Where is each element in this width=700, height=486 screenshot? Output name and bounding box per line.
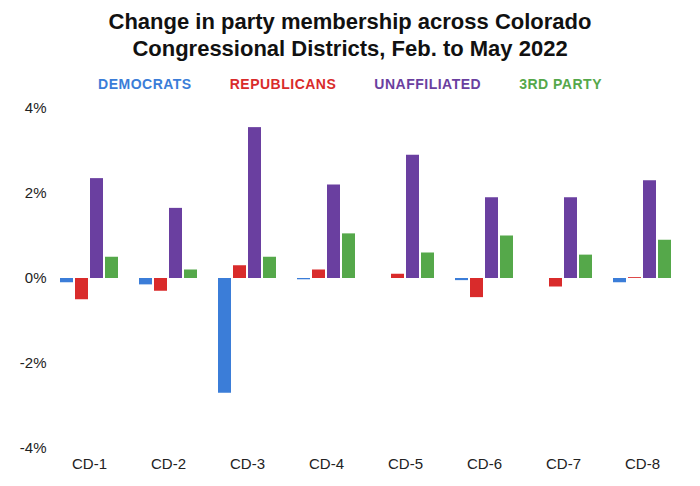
svg-text:CD-3: CD-3 (230, 455, 265, 472)
svg-text:2%: 2% (25, 184, 47, 201)
svg-text:CD-5: CD-5 (388, 455, 423, 472)
html-text:DEMOCRATS: DEMOCRATS (98, 76, 192, 92)
svg-text:-4%: -4% (20, 439, 47, 456)
html-text:REPUBLICANS: REPUBLICANS (229, 76, 337, 92)
svg-text:CD-1: CD-1 (72, 455, 107, 472)
svg-text:CD-7: CD-7 (546, 455, 581, 472)
html-text:UNAFFILIATED: UNAFFILIATED (374, 76, 482, 92)
svg-text:4%: 4% (25, 99, 47, 116)
svg-text:CD-8: CD-8 (625, 455, 660, 472)
html-text:Change in party membership acr: Change in party membership across Colora… (108, 9, 592, 61)
svg-text:0%: 0% (25, 269, 47, 286)
svg-text:-2%: -2% (20, 354, 47, 371)
html-text:3RD PARTY: 3RD PARTY (519, 76, 602, 92)
svg-text:CD-4: CD-4 (309, 455, 344, 472)
svg-text:CD-6: CD-6 (467, 455, 502, 472)
svg-text:CD-2: CD-2 (151, 455, 186, 472)
